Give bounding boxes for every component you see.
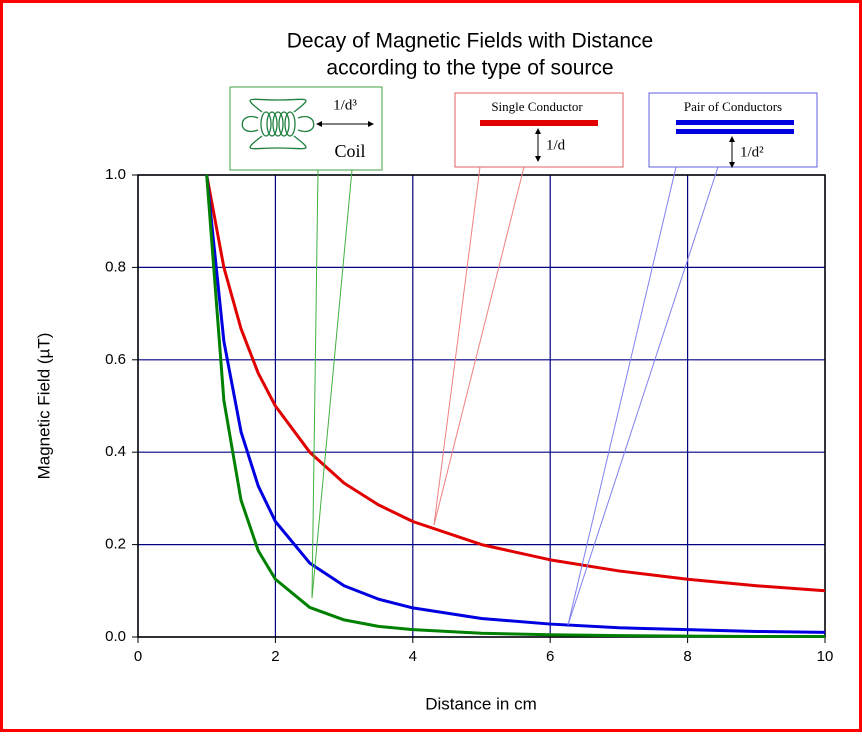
plot-area: 0 2 4 6 8 10 0.0 0.2 0.4 0.6 0.8 1.0 — [105, 166, 833, 665]
conductor — [676, 129, 794, 134]
annotation-text: 1/d — [546, 137, 566, 153]
x-tick-label: 2 — [271, 648, 279, 665]
pair-conductors-annotation: Pair of Conductors 1/d² — [567, 92, 818, 626]
y-axis-label: Magnetic Field (µT) — [34, 333, 53, 480]
x-axis-label: Distance in cm — [425, 694, 536, 713]
x-tick-label: 4 — [409, 648, 417, 665]
y-tick-label: 0.6 — [105, 351, 126, 368]
chart-subtitle: according to the type of source — [326, 57, 613, 80]
x-tick-label: 6 — [546, 648, 554, 665]
y-tick-label: 1.0 — [105, 166, 126, 183]
leader-line — [567, 166, 719, 626]
y-tick-label: 0.8 — [105, 258, 126, 275]
annotation-text: Pair of Conductors — [684, 99, 782, 114]
arrowhead — [316, 121, 374, 127]
y-tick-label: 0.4 — [105, 443, 126, 460]
x-tick-label: 0 — [134, 648, 142, 665]
y-tick-label: 0.2 — [105, 536, 126, 553]
chart-title: Decay of Magnetic Fields with Distance — [287, 30, 654, 53]
annotation-text: 1/d² — [740, 144, 764, 160]
x-tick-label: 8 — [683, 648, 691, 665]
annotation-text: Coil — [334, 141, 365, 161]
leader-line — [433, 166, 525, 526]
series-line — [205, 174, 825, 639]
annotation-text: 1/d³ — [333, 97, 357, 113]
annotation-text: Single Conductor — [491, 99, 583, 114]
leader-line — [433, 166, 481, 526]
conductor — [480, 120, 598, 126]
plot-border — [137, 174, 826, 638]
coil-icon — [241, 98, 315, 150]
coil-annotation: 1/d³ Coil — [229, 86, 383, 599]
series-line — [205, 174, 826, 634]
single-conductor-annotation: Single Conductor 1/d — [433, 92, 624, 526]
series-line — [205, 174, 826, 593]
leader-line — [311, 169, 319, 599]
conductor — [676, 120, 794, 125]
x-tick-label: 10 — [817, 648, 834, 665]
plot-background — [138, 175, 825, 637]
leader-line — [567, 166, 677, 626]
leader-line — [311, 169, 353, 599]
y-tick-label: 0.0 — [105, 628, 126, 645]
